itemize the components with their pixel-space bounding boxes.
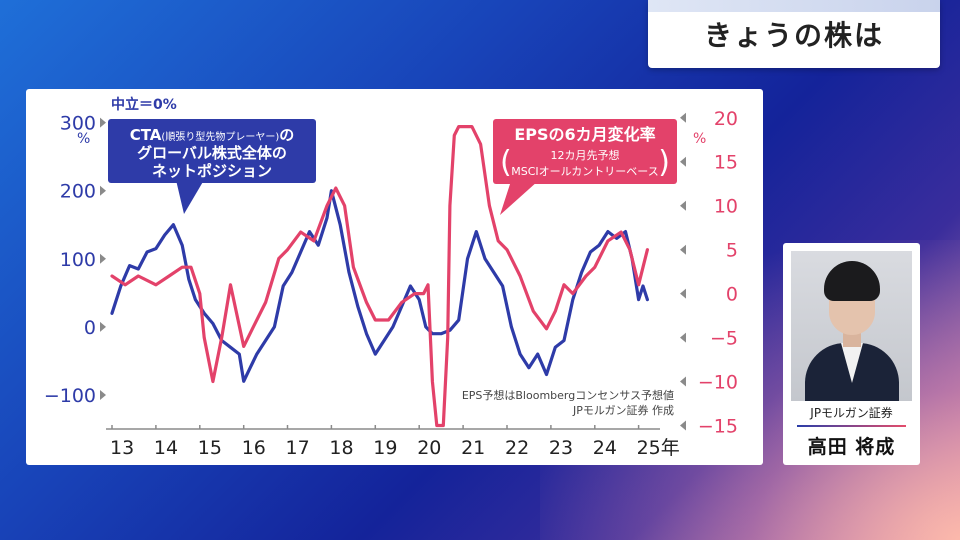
left-axis-tick-label: 100: [60, 249, 96, 271]
cta-label-line3: ネットポジション: [152, 162, 272, 180]
x-axis-tick-label: 14: [154, 437, 178, 459]
left-axis-tick-arrow: [100, 117, 106, 128]
right-axis-tick-label: −5: [710, 328, 738, 350]
eps-callout-pointer: [500, 181, 538, 215]
right-axis-tick-arrow: [680, 244, 686, 255]
right-axis-tick-label: −15: [698, 416, 738, 438]
right-axis-tick-arrow: [680, 420, 686, 431]
x-axis-tick-label: 13: [110, 437, 134, 459]
speaker-divider: [797, 425, 906, 427]
right-axis-tick-arrow: [680, 376, 686, 387]
x-axis-tick-label: 25年: [637, 437, 680, 459]
right-axis-tick-arrow: [680, 288, 686, 299]
eps-callout: EPSの6カ月変化率 ( ) 12カ月先予想 MSCIオールカントリーベース: [493, 119, 677, 215]
x-axis-tick-label: 15: [198, 437, 222, 459]
neutral-note: 中立＝0%: [111, 96, 177, 113]
eps-label-sub1: 12カ月先予想: [551, 148, 620, 162]
left-axis-tick-label: 300: [60, 113, 96, 135]
eps-label-sub2: MSCIオールカントリーベース: [511, 165, 659, 178]
eps-label-right-paren: ): [658, 145, 670, 180]
right-axis-tick-arrow: [680, 112, 686, 123]
source-note-2: JPモルガン証券 作成: [572, 403, 674, 417]
cta-label-code: CTA: [130, 126, 162, 144]
x-axis-tick-label: 18: [329, 437, 353, 459]
x-axis-tick-label: 21: [461, 437, 485, 459]
cta-callout-pointer: [176, 180, 204, 214]
eps-label-left-paren: (: [500, 145, 512, 180]
left-axis-tick-label: −100: [44, 385, 96, 407]
cta-label-line1: CTA(順張り型先物プレーヤー)の: [130, 126, 295, 144]
cta-label-no: の: [279, 126, 294, 144]
right-axis-tick-label: 15: [714, 152, 738, 174]
right-axis-unit: %: [693, 131, 706, 147]
topic-banner: きょうの株は: [648, 0, 940, 68]
eps-callout-box: [493, 119, 677, 184]
x-axis-tick-label: 24: [593, 437, 617, 459]
chart-panel: 300 200 100 0 −100 20 15 10 5 0 −5 −10 −15 13 14 15 16…: [26, 89, 763, 465]
left-axis-tick-arrow: [100, 321, 106, 332]
cta-callout: CTA(順張り型先物プレーヤー)の グローバル株式全体の ネットポジション: [108, 119, 316, 214]
x-axis-tick-label: 16: [242, 437, 266, 459]
right-axis-tick-label: 20: [714, 108, 738, 130]
photo-hair: [824, 261, 880, 301]
speaker-name: 高田 将成: [807, 436, 896, 458]
source-note-1: EPS予想はBloombergコンセンサス予想値: [462, 388, 674, 402]
right-axis-tick-arrow: [680, 200, 686, 211]
left-axis-tick-arrow: [100, 390, 106, 400]
speaker-card: JPモルガン証券 高田 将成: [783, 243, 920, 465]
right-axis-tick-label: 0: [726, 284, 738, 306]
cta-label-line2: グローバル株式全体の: [137, 144, 287, 162]
x-axis-tick-label: 17: [286, 437, 310, 459]
x-axis-tick-label: 20: [417, 437, 441, 459]
left-axis-tick-arrow: [100, 185, 106, 196]
right-axis-tick-arrow: [680, 332, 686, 343]
x-axis-tick-label: 22: [505, 437, 529, 459]
right-axis-tick-arrow: [680, 156, 686, 167]
topic-title: きょうの株は: [703, 19, 884, 52]
photo-neck: [843, 331, 861, 347]
topic-banner-bar: [648, 0, 940, 12]
speaker-org: JPモルガン証券: [810, 406, 893, 420]
right-axis-tick-label: 10: [714, 196, 738, 218]
left-axis-tick-label: 0: [84, 317, 96, 339]
chart: 300 200 100 0 −100 20 15 10 5 0 −5 −10 −15 13 14 15 16…: [44, 96, 738, 459]
left-axis-tick-label: 200: [60, 181, 96, 203]
left-axis-unit: %: [77, 131, 90, 147]
x-axis-tick-label: 19: [373, 437, 397, 459]
x-axis-tick-label: 23: [549, 437, 573, 459]
cta-label-paren: (順張り型先物プレーヤー): [161, 130, 279, 143]
left-axis-tick-arrow: [100, 253, 106, 264]
right-axis-tick-label: −10: [698, 372, 738, 394]
right-axis-tick-label: 5: [726, 240, 738, 262]
eps-label-title: EPSの6カ月変化率: [514, 125, 655, 144]
cta-callout-box: [108, 119, 316, 183]
speaker-photo: [791, 251, 912, 401]
